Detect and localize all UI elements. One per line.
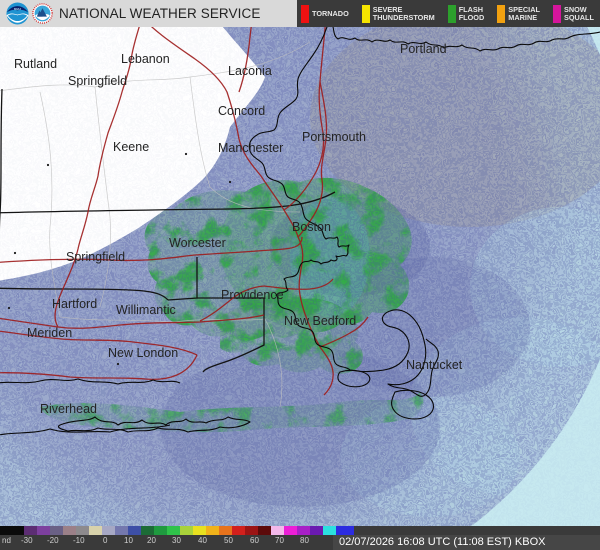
svg-text:New Bedford: New Bedford	[284, 314, 356, 328]
svg-text:Nantucket: Nantucket	[406, 358, 463, 372]
svg-text:Providence: Providence	[221, 288, 284, 302]
svg-text:Hartford: Hartford	[52, 297, 97, 311]
svg-text:NOAA: NOAA	[14, 8, 22, 11]
svg-text:Springfield: Springfield	[66, 250, 125, 264]
svg-text:Portsmouth: Portsmouth	[302, 130, 366, 144]
svg-text:Meriden: Meriden	[27, 326, 72, 340]
svg-text:Concord: Concord	[218, 104, 265, 118]
svg-text:Rutland: Rutland	[14, 57, 57, 71]
svg-text:Willimantic: Willimantic	[116, 303, 176, 317]
svg-text:Laconia: Laconia	[228, 64, 272, 78]
svg-text:New London: New London	[108, 346, 178, 360]
svg-text:Worcester: Worcester	[169, 236, 226, 250]
svg-text:Manchester: Manchester	[218, 141, 283, 155]
svg-text:Boston: Boston	[292, 220, 331, 234]
svg-text:Springfield: Springfield	[68, 74, 127, 88]
svg-text:Keene: Keene	[113, 140, 149, 154]
svg-text:Riverhead: Riverhead	[40, 402, 97, 416]
svg-text:Portland: Portland	[400, 42, 447, 56]
svg-text:Lebanon: Lebanon	[121, 52, 170, 66]
